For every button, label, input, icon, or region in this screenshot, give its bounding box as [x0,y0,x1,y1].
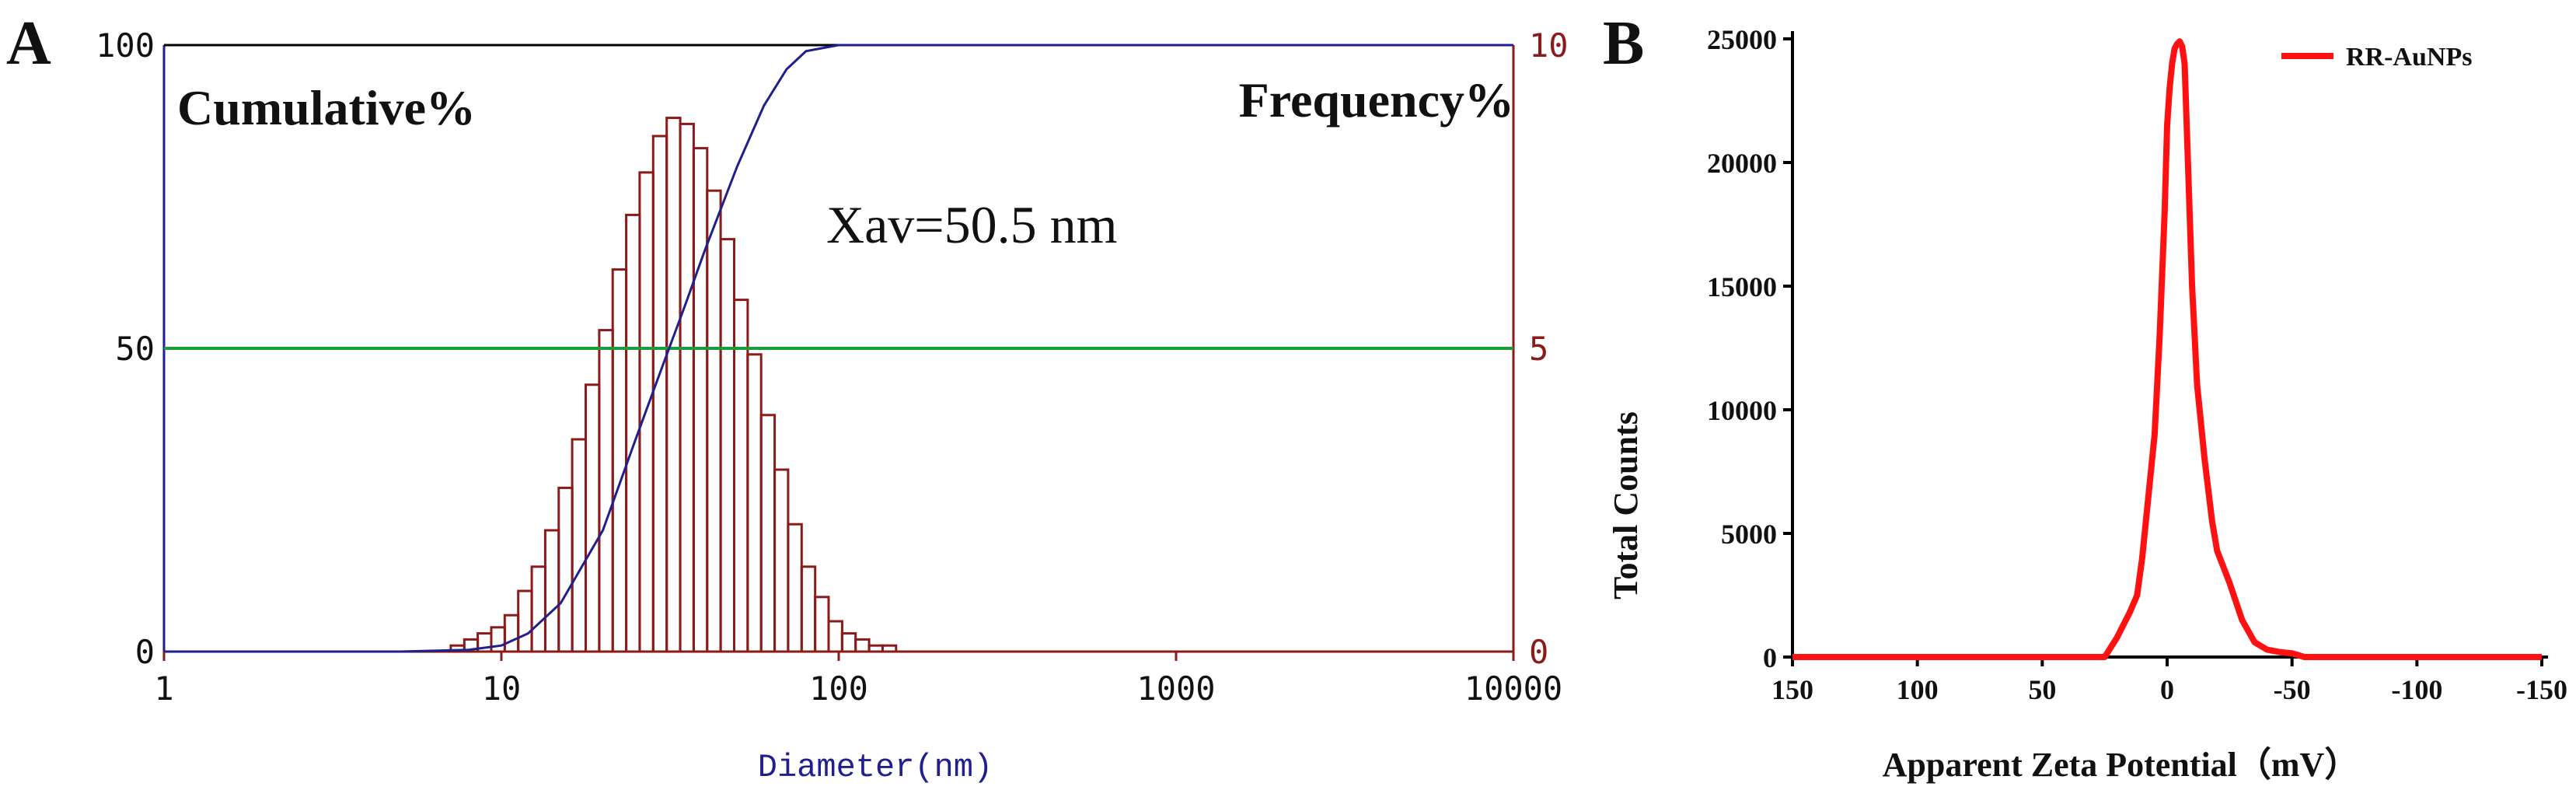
frequency-bar [773,468,790,653]
frequency-bar [530,565,546,653]
frequency-bar [571,438,587,653]
x-tick-label: 10 [482,669,522,708]
frequency-bar [557,486,574,653]
frequency-bar [814,596,830,653]
panel-b-label: B [1603,9,1644,78]
zeta-potential-curve [1792,38,2542,660]
frequency-bar [503,613,520,653]
x-tick-label: -150 [2516,674,2567,705]
frequency-bar [585,383,601,653]
left-y-tick-label: 100 [96,26,155,65]
left-y-tick-label: 0 [135,633,155,671]
frequency-bar [679,122,695,653]
x-tick-label: 100 [809,669,868,708]
frequency-bar [787,523,803,653]
frequency-bar [827,620,843,653]
panel-a-lines [164,44,1513,653]
panel-b-lines [1792,38,2542,660]
xav-annotation: Xav=50.5 nm [826,195,1118,254]
frequency-bar [665,117,682,653]
frequency-bar [611,268,628,653]
frequency-bar [490,626,506,653]
y-tick-label: 0 [1763,642,1777,673]
y-tick-label: 5000 [1721,519,1777,550]
frequency-bar [543,529,560,653]
x-tick-label: 1 [154,669,173,708]
frequency-bar [719,238,735,653]
x-tick-label: 100 [1897,674,1939,705]
x-tick-label: 0 [2160,674,2174,705]
x-axis-label: Apparent Zeta Potential（mV） [1883,746,2359,784]
right-y-tick-label: 0 [1529,633,1548,671]
x-tick-label: 1000 [1136,669,1215,708]
cumulative-curve [164,44,1513,653]
frequency-bar [840,632,857,653]
y-axis-label: Total Counts [1607,411,1645,599]
legend-entry: RR-AuNPs [2346,43,2472,72]
frequency-bar [598,329,614,653]
frequency-bar [517,589,533,653]
y-tick-label: 25000 [1707,24,1777,55]
x-tick-label: -50 [2274,674,2311,705]
left-y-tick-label: 50 [115,330,155,368]
x-axis-label: Diameter(nm) [758,749,993,786]
frequency-bar [854,638,871,653]
right-y-tick-label: 10 [1529,26,1569,65]
right-axis-label: Frequency% [1239,72,1514,128]
frequency-bar [746,353,763,653]
x-tick-label: -100 [2391,674,2442,705]
frequency-histogram [449,117,898,653]
panel-a-label: A [6,9,51,78]
x-tick-label: 50 [2028,674,2056,705]
y-tick-label: 10000 [1707,395,1777,426]
panel-b-ticks: 0 5000 10000 15000 20000 25000 150 100 50 0 -50 -10… [1707,24,2567,705]
frequency-bar [733,299,749,653]
right-y-tick-label: 5 [1529,330,1548,368]
frequency-bar [706,189,722,653]
frequency-bar [651,135,668,653]
x-tick-label: 150 [1771,674,1813,705]
frequency-bar [759,414,777,653]
frequency-bar [692,147,709,653]
y-tick-label: 15000 [1707,271,1777,302]
x-tick-label: 10000 [1464,669,1562,708]
y-tick-label: 20000 [1707,148,1777,179]
left-axis-label: Cumulative% [177,80,476,135]
frequency-bar [800,565,817,653]
panel-b: B 0 5000 10000 15000 20000 25000 150 100 50 0 -50 -… [1603,9,2567,784]
